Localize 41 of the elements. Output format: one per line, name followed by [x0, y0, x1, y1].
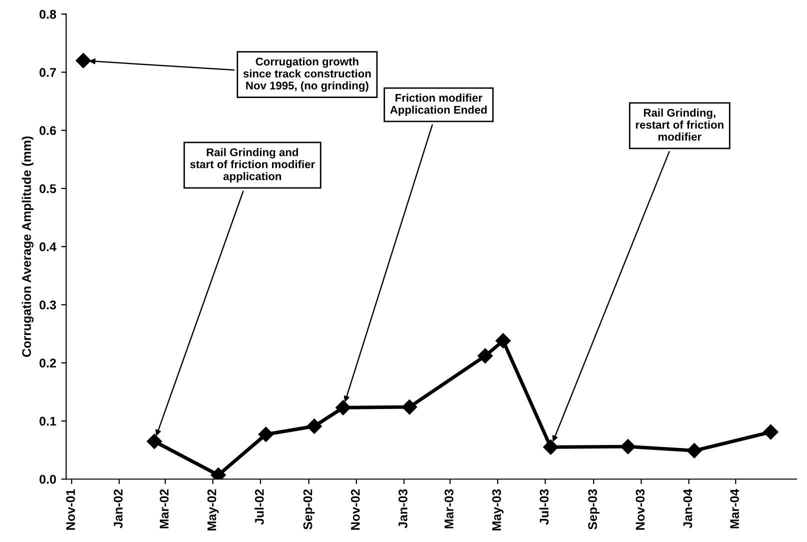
- point: [686, 443, 702, 458]
- x-tick-label: Jul-03: [539, 489, 549, 525]
- x-tick-label: Nov-02: [350, 489, 360, 530]
- y-tick-label: 0.4: [40, 242, 56, 252]
- x-tick-label: Mar-03: [444, 489, 454, 528]
- x-tick-label: Jan-04: [683, 488, 692, 528]
- y-tick-label: 0.3: [40, 300, 56, 310]
- y-axis-title: Corrugation Average Amplitude (mm): [22, 136, 34, 357]
- y-tick-label: 0.6: [40, 126, 56, 136]
- y-tick-label: 0.7: [40, 68, 56, 77]
- annotation: Corrugation growth since track construction Nov 1995, (no grinding): [243, 57, 371, 92]
- point: [478, 348, 493, 364]
- point: [496, 333, 511, 348]
- annotation: Rail Grinding and start of friction modifier application: [190, 148, 315, 182]
- point: [336, 400, 351, 416]
- x-tick-label: Mar-02: [160, 489, 169, 528]
- point: [76, 52, 91, 68]
- point: [306, 418, 322, 434]
- y-tick-label: 0.0: [40, 474, 56, 484]
- x-tick-label: Mar-04: [730, 488, 740, 528]
- point: [620, 439, 636, 454]
- x-tick-label: Sep-03: [588, 489, 600, 530]
- annotation: Rail Grinding, restart of friction modifier: [636, 108, 724, 141]
- x-tick-label: Nov-03: [636, 489, 645, 530]
- annotation: Friction modifier Application Ended: [390, 94, 487, 116]
- y-tick-label: 0.2: [40, 358, 56, 368]
- x-tick-label: Jul-02: [254, 489, 264, 525]
- x-tick-label: Jan-03: [398, 489, 408, 528]
- point: [763, 424, 778, 440]
- y-tick-label: 0.1: [40, 416, 56, 426]
- point: [258, 426, 274, 442]
- point: [543, 440, 558, 455]
- x-tick-label: Jan-02: [114, 489, 123, 528]
- y-tick-label: 0.5: [40, 184, 56, 194]
- x-tick-label: Sep-02: [303, 489, 315, 530]
- point: [402, 399, 418, 415]
- x-tick-label: May-03: [492, 489, 504, 530]
- point: [146, 434, 162, 449]
- x-tick-label: Nov-01: [66, 489, 75, 530]
- x-tick-label: May-02: [207, 489, 219, 530]
- y-tick-label: 0.8: [40, 10, 56, 19]
